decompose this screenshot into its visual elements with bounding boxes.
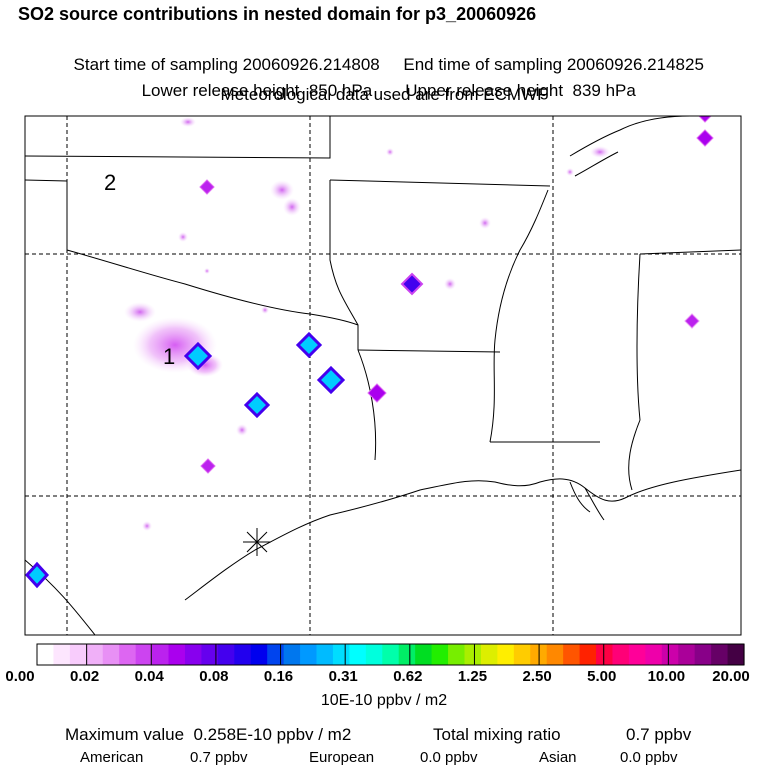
- asian-label: Asian: [539, 749, 577, 766]
- colorbar-tick-label: 0.02: [70, 668, 100, 685]
- american-value: 0.7 ppbv: [190, 749, 248, 766]
- colorbar-tick-label: 1.25: [457, 668, 488, 685]
- total-mixing-value: 0.7 ppbv: [626, 725, 692, 744]
- lower-height-label: Lower release height 850 hPa: [141, 81, 373, 100]
- map-frame: [24, 115, 742, 636]
- release-height-line: Lower release height 850 hPa Upper relea…: [0, 61, 768, 101]
- map-title: SO2 source contributions in nested domai…: [18, 4, 537, 24]
- concentration-plumes: [124, 117, 610, 531]
- colorbar-tick-label: 0.16: [263, 668, 294, 685]
- state-borders: [25, 116, 741, 491]
- asian-value: 0.0 ppbv: [620, 749, 678, 766]
- met-data-label: Meteorological data used are from ECMWF: [220, 85, 548, 104]
- american-label: American: [80, 749, 144, 766]
- total-mixing-label: Total mixing ratio: [433, 725, 561, 744]
- end-time-label: End time of sampling 20060926.214825: [403, 55, 704, 74]
- start-time-label: Start time of sampling 20060926.214808: [73, 55, 380, 74]
- colorbar-tick-label: 0.04: [134, 668, 164, 685]
- colorbar-tick-label: 0.08: [199, 668, 229, 685]
- hotspot-markers: [25, 116, 714, 589]
- colorbar-tick-label: 5.00: [587, 668, 617, 685]
- colorbar-tick-label: 2.50: [522, 668, 552, 685]
- colorbar-unit-label: 10E-10 ppbv / m2: [320, 692, 448, 709]
- asterisk-icon: [243, 528, 271, 556]
- sampling-time-line: Start time of sampling 20060926.214808 E…: [0, 35, 768, 75]
- colorbar-tick-label: 20.00: [712, 668, 750, 685]
- lat-lon-grid: [25, 116, 741, 635]
- colorbar-tick-label: 0.00: [5, 668, 35, 685]
- colorbar-tick-label: 0.62: [393, 668, 423, 685]
- colorbar-tick-label: 0.31: [328, 668, 358, 685]
- map-content: [25, 116, 741, 635]
- maximum-value-label: Maximum value 0.258E-10 ppbv / m2: [65, 725, 352, 744]
- european-value: 0.0 ppbv: [420, 749, 478, 766]
- coastline: [25, 469, 741, 635]
- upper-height-label: Upper release height 839 hPa: [405, 81, 636, 100]
- region-label-1: 1: [163, 344, 175, 369]
- european-label: European: [309, 749, 375, 766]
- region-label-2: 2: [104, 170, 116, 195]
- colorbar-tick-label: 10.00: [647, 668, 686, 685]
